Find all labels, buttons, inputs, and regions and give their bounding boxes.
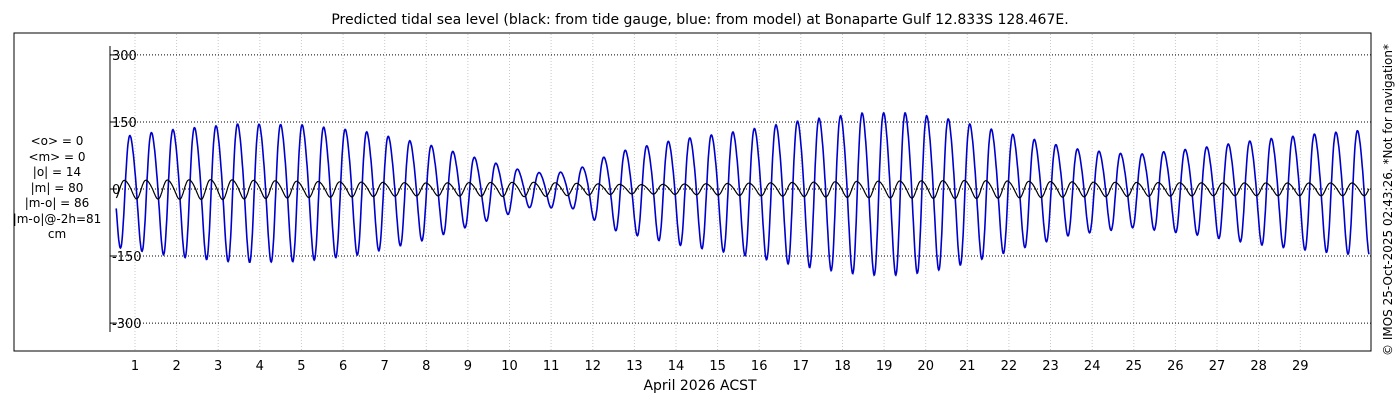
x-tick-label: 18 bbox=[834, 359, 851, 374]
x-tick-label: 4 bbox=[256, 359, 264, 374]
y-gridlines bbox=[110, 54, 1371, 324]
stat-abs-diff: |m-o| = 86 bbox=[24, 196, 90, 210]
x-tick-label: 3 bbox=[214, 359, 222, 374]
x-tick-label: 24 bbox=[1084, 359, 1101, 374]
x-tick-label: 16 bbox=[751, 359, 768, 374]
x-tick-label: 8 bbox=[422, 359, 430, 374]
x-tick-label: 5 bbox=[297, 359, 305, 374]
x-tick-label: 12 bbox=[585, 359, 602, 374]
y-tick-label: 150 bbox=[112, 116, 137, 131]
x-tick-label: 20 bbox=[917, 359, 934, 374]
x-tick-label: 19 bbox=[876, 359, 893, 374]
plot-frame bbox=[13, 32, 1372, 352]
x-tick-label: 21 bbox=[959, 359, 976, 374]
x-tick-label: 7 bbox=[381, 359, 389, 374]
chart-title: Predicted tidal sea level (black: from t… bbox=[331, 12, 1068, 28]
x-tick-label: 23 bbox=[1042, 359, 1059, 374]
x-tick-labels: 1 2 3 4 5 6 7 8 9 10 11 12 13 14 15 16 17 18 19 20 21 22 23 24 2… bbox=[131, 359, 1309, 374]
series-group bbox=[115, 111, 1370, 277]
y-tick-label: 0 bbox=[112, 183, 120, 198]
y-tick-label: -300 bbox=[112, 317, 142, 332]
x-axis-label: April 2026 ACST bbox=[643, 378, 757, 394]
x-tick-label: 6 bbox=[339, 359, 347, 374]
stat-abs-model: |m| = 80 bbox=[30, 180, 84, 195]
y-tick-label: 300 bbox=[112, 49, 137, 64]
stat-mean-obs: <o> = 0 bbox=[30, 134, 84, 148]
x-tick-label: 13 bbox=[626, 359, 643, 374]
x-tick-label: 2 bbox=[172, 359, 180, 374]
x-tick-label: 29 bbox=[1292, 359, 1309, 374]
x-tick-label: 10 bbox=[501, 359, 518, 374]
credit-text: © IMOS 25-Oct-2025 02:43:26. *Not for na… bbox=[1381, 44, 1395, 356]
stat-abs-obs: |o| = 14 bbox=[32, 165, 82, 179]
x-tick-label: 1 bbox=[131, 359, 139, 374]
x-tick-label: 28 bbox=[1250, 359, 1267, 374]
x-tick-label: 9 bbox=[464, 359, 472, 374]
series-line-gauge bbox=[115, 179, 1370, 201]
x-tick-label: 27 bbox=[1209, 359, 1226, 374]
x-tick-label: 26 bbox=[1167, 359, 1184, 374]
y-tick-labels: -300 -150 0 150 300 bbox=[112, 49, 142, 332]
x-tick-label: 22 bbox=[1001, 359, 1018, 374]
x-tick-label: 25 bbox=[1126, 359, 1143, 374]
x-tick-label: 15 bbox=[709, 359, 726, 374]
stat-mean-model: <m> = 0 bbox=[28, 149, 86, 164]
stat-unit: cm bbox=[47, 227, 67, 241]
x-tick-label: 17 bbox=[793, 359, 810, 374]
x-tick-label: 11 bbox=[543, 359, 560, 374]
x-tick-label: 14 bbox=[668, 359, 685, 374]
statistics-panel: <o> = 0 <m> = 0 |o| = 14 |m| = 80 |m-o| … bbox=[4, 134, 110, 243]
stat-abs-diff-lag: |m-o|@-2h=81 bbox=[12, 211, 102, 226]
y-tick-label: -150 bbox=[112, 250, 142, 265]
series-line-model bbox=[115, 111, 1370, 277]
